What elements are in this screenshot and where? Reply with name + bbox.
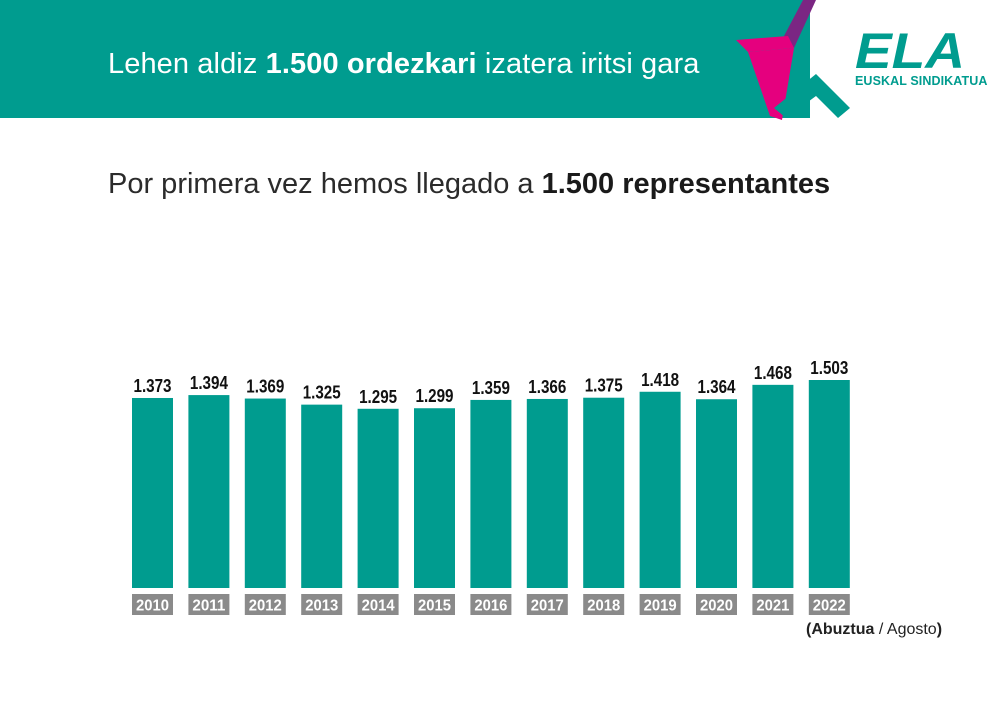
bar-2022 bbox=[808, 380, 850, 588]
tick-bg-2016 bbox=[470, 594, 512, 615]
tick-label-2016: 2016 bbox=[474, 598, 507, 615]
data-label-2020: 1.364 bbox=[698, 377, 736, 397]
tick-label-2019: 2019 bbox=[644, 598, 677, 615]
bar-2015 bbox=[414, 408, 455, 588]
bar-2010 bbox=[132, 397, 173, 588]
tick-bg-2017 bbox=[526, 594, 568, 615]
tick-label-2018: 2018 bbox=[587, 598, 620, 615]
tick-bg-2022 bbox=[808, 594, 850, 615]
tick-label-2014: 2014 bbox=[362, 598, 395, 615]
tick-label-2012: 2012 bbox=[249, 598, 282, 615]
star-purple-stroke bbox=[784, 0, 816, 48]
date-note: (Abuztua / Agosto) bbox=[806, 621, 943, 638]
tick-bg-2013 bbox=[301, 594, 343, 615]
data-label-2012: 1.369 bbox=[246, 377, 284, 397]
tick-label-2015: 2015 bbox=[418, 598, 451, 615]
tick-label-2013: 2013 bbox=[305, 598, 338, 615]
data-label-2011: 1.394 bbox=[190, 373, 228, 393]
bar-2012 bbox=[244, 398, 286, 588]
tick-bg-2020 bbox=[696, 594, 737, 615]
logo: ELA EUSKAL SINDIKATUA bbox=[855, 28, 988, 88]
tick-label-2011: 2011 bbox=[192, 598, 225, 615]
tick-label-2021: 2021 bbox=[756, 598, 789, 615]
data-label-2021: 1.468 bbox=[754, 363, 792, 383]
tick-label-2022: 2022 bbox=[813, 598, 846, 615]
tick-bg-2015 bbox=[414, 594, 455, 615]
bar-2014 bbox=[357, 408, 399, 588]
data-label-2016: 1.359 bbox=[472, 378, 510, 398]
tick-bg-2012 bbox=[244, 594, 286, 615]
data-label-2022: 1.503 bbox=[810, 358, 848, 378]
bar-2017 bbox=[526, 398, 568, 588]
tick-bg-2021 bbox=[752, 594, 794, 615]
bar-2021 bbox=[752, 384, 794, 588]
data-label-2019: 1.418 bbox=[641, 370, 679, 390]
tick-label-2010: 2010 bbox=[136, 598, 169, 615]
data-label-2015: 1.299 bbox=[416, 386, 454, 406]
tick-bg-2011 bbox=[188, 594, 230, 615]
data-label-2017: 1.366 bbox=[528, 377, 566, 397]
data-label-2010: 1.373 bbox=[134, 376, 172, 396]
tick-bg-2014 bbox=[357, 594, 399, 615]
data-label-2014: 1.295 bbox=[359, 387, 397, 407]
data-label-2018: 1.375 bbox=[585, 376, 623, 396]
logo-mark-text: ELA bbox=[855, 28, 965, 72]
star-icon bbox=[736, 0, 850, 120]
logo-mark: ELA bbox=[855, 28, 965, 72]
bar-2011 bbox=[188, 395, 230, 588]
tick-label-2017: 2017 bbox=[531, 598, 564, 615]
bar-2013 bbox=[301, 404, 343, 588]
data-label-2013: 1.325 bbox=[303, 383, 341, 403]
star-teal-stroke bbox=[774, 74, 850, 118]
tick-bg-2010 bbox=[132, 594, 173, 615]
logo-name: EUSKAL SINDIKATUA bbox=[855, 74, 988, 88]
bar-2016 bbox=[470, 399, 512, 588]
header-banner: Lehen aldiz 1.500 ordezkari izatera irit… bbox=[0, 0, 810, 118]
bar-2020 bbox=[696, 399, 737, 588]
tick-bg-2018 bbox=[583, 594, 625, 615]
tick-bg-2019 bbox=[639, 594, 681, 615]
banner-title: Lehen aldiz 1.500 ordezkari izatera irit… bbox=[108, 48, 700, 80]
star-magenta-stroke bbox=[736, 36, 794, 52]
bar-2018 bbox=[583, 397, 625, 588]
tick-label-2020: 2020 bbox=[700, 598, 733, 615]
bar-2019 bbox=[639, 391, 681, 588]
chart-title: Por primera vez hemos llegado a 1.500 re… bbox=[108, 168, 831, 200]
